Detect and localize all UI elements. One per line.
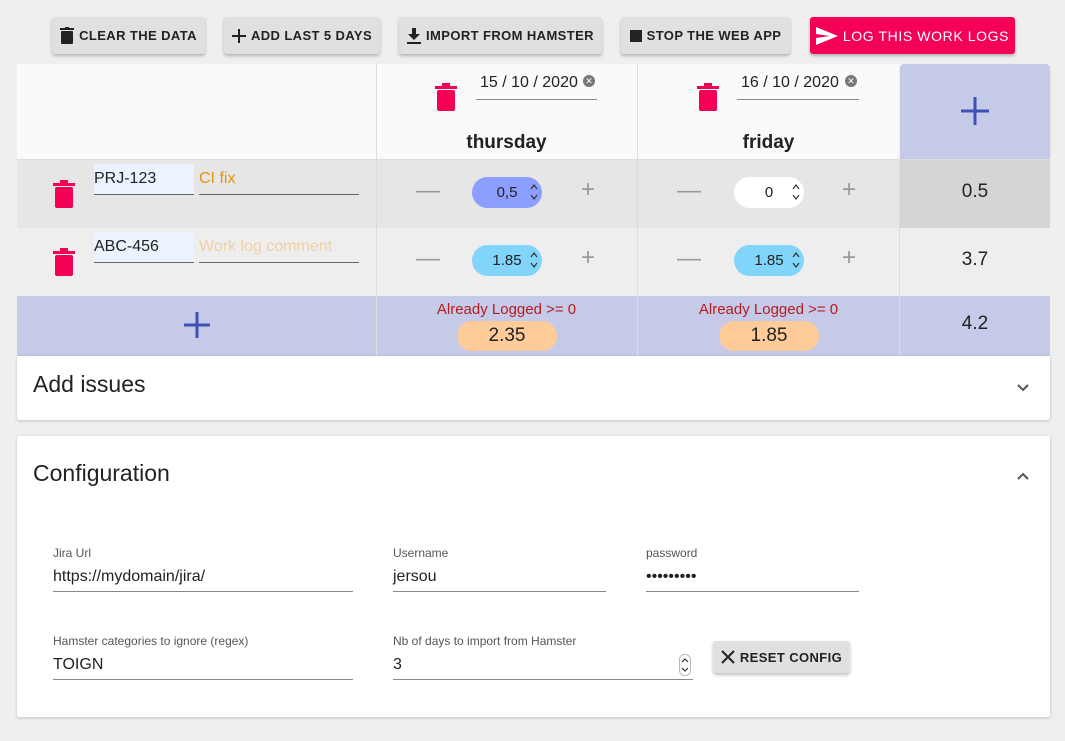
day-total: 1.85 bbox=[719, 321, 819, 351]
hours-value: 0,5 bbox=[496, 184, 518, 201]
spinner-icon[interactable] bbox=[679, 654, 691, 676]
increment-button[interactable]: + bbox=[581, 176, 596, 203]
grid-header-row bbox=[17, 64, 1050, 160]
hamster-ignore-input[interactable]: TOIGN bbox=[53, 652, 353, 680]
configuration-title: Configuration bbox=[33, 460, 170, 486]
import-hamster-button[interactable]: IMPORT FROM HAMSTER bbox=[399, 17, 602, 54]
close-icon bbox=[721, 650, 735, 664]
log-work-logs-button[interactable]: LOG THIS WORK LOGS bbox=[810, 17, 1015, 54]
day-date-value: 16 / 10 / 2020 bbox=[741, 74, 839, 91]
add-day-cell[interactable] bbox=[900, 64, 1050, 159]
day-total: 2.35 bbox=[457, 321, 557, 351]
day-name: friday bbox=[742, 132, 795, 153]
delete-day-trash-icon[interactable] bbox=[435, 83, 457, 111]
day-name: thursday bbox=[466, 132, 547, 153]
jira-url-input[interactable]: https://mydomain/jira/ bbox=[53, 564, 353, 592]
plus-icon bbox=[231, 28, 246, 43]
hamster-ignore-label: Hamster categories to ignore (regex) bbox=[53, 634, 249, 648]
worklog-grid: 15 / 10 / 2020 ✕ thursday 16 / 10 / 2020… bbox=[17, 64, 1050, 356]
increment-button[interactable]: + bbox=[581, 244, 596, 271]
toolbar: CLEAR THE DATA ADD LAST 5 DAYS IMPORT FR… bbox=[0, 17, 1065, 54]
stop-web-app-label: STOP THE WEB APP bbox=[646, 28, 782, 43]
issue-comment-input[interactable]: CI fix bbox=[199, 164, 359, 195]
spinner-icon[interactable] bbox=[530, 183, 538, 201]
username-label: Username bbox=[393, 546, 449, 560]
add-last-5-days-label: ADD LAST 5 DAYS bbox=[250, 28, 373, 43]
day-date-value: 15 / 10 / 2020 bbox=[480, 74, 578, 91]
password-input[interactable]: ••••••••• bbox=[646, 564, 859, 592]
issue-row-total-cell bbox=[900, 160, 1050, 228]
hours-input[interactable]: 1.85 bbox=[734, 245, 804, 276]
nb-days-value: 3 bbox=[393, 656, 402, 673]
already-logged-label: Already Logged >= 0 bbox=[698, 301, 839, 318]
jira-url-label: Jira Url bbox=[53, 546, 91, 560]
reset-config-button[interactable]: RESET CONFIG bbox=[713, 641, 850, 673]
column-divider bbox=[899, 160, 900, 356]
add-issues-title: Add issues bbox=[33, 371, 146, 397]
nb-days-input[interactable]: 3 bbox=[393, 652, 693, 680]
chevron-down-icon[interactable] bbox=[1016, 381, 1030, 395]
send-icon bbox=[815, 26, 838, 45]
trash-icon bbox=[60, 27, 75, 44]
hours-input[interactable]: 1.85 bbox=[472, 245, 542, 276]
hours-input[interactable]: 0 bbox=[734, 177, 804, 208]
password-label: password bbox=[646, 546, 698, 560]
add-issue-plus-icon[interactable] bbox=[184, 312, 210, 338]
chevron-up-icon[interactable] bbox=[1016, 469, 1030, 483]
spinner-icon[interactable] bbox=[792, 251, 800, 269]
hours-input[interactable]: 0,5 bbox=[472, 177, 542, 208]
issue-total: 3.7 bbox=[961, 249, 989, 270]
clear-date-icon[interactable]: ✕ bbox=[845, 75, 857, 87]
stop-web-app-button[interactable]: STOP THE WEB APP bbox=[621, 17, 790, 54]
clear-data-label: CLEAR THE DATA bbox=[79, 28, 197, 43]
column-divider bbox=[637, 64, 638, 356]
grand-total: 4.2 bbox=[961, 313, 989, 334]
clear-date-icon[interactable]: ✕ bbox=[583, 75, 595, 87]
stop-icon bbox=[629, 29, 642, 42]
decrement-button[interactable]: — bbox=[416, 245, 440, 272]
configuration-panel: Configuration Jira Url https://mydomain/… bbox=[17, 436, 1050, 717]
reset-config-label: RESET CONFIG bbox=[739, 649, 843, 665]
add-day-plus-icon bbox=[961, 97, 989, 125]
delete-issue-trash-icon[interactable] bbox=[53, 180, 75, 208]
decrement-button[interactable]: — bbox=[677, 245, 701, 272]
download-icon bbox=[407, 27, 422, 44]
row-divider bbox=[17, 159, 1050, 160]
decrement-button[interactable]: — bbox=[677, 177, 701, 204]
delete-issue-trash-icon[interactable] bbox=[53, 248, 75, 276]
spinner-icon[interactable] bbox=[792, 183, 800, 201]
increment-button[interactable]: + bbox=[842, 244, 857, 271]
username-input[interactable]: jersou bbox=[393, 564, 606, 592]
issue-comment-input[interactable]: Work log comment bbox=[199, 232, 359, 263]
hours-value: 1.85 bbox=[754, 252, 784, 269]
spinner-icon[interactable] bbox=[530, 251, 538, 269]
issue-total: 0.5 bbox=[961, 181, 989, 202]
column-divider bbox=[376, 64, 377, 356]
issue-key-input[interactable]: PRJ-123 bbox=[94, 164, 194, 195]
clear-data-button[interactable]: CLEAR THE DATA bbox=[52, 17, 205, 54]
issue-key-input[interactable]: ABC-456 bbox=[94, 232, 194, 263]
day-date-field[interactable]: 16 / 10 / 2020 ✕ bbox=[737, 64, 859, 100]
add-issues-panel[interactable]: Add issues bbox=[17, 356, 1050, 420]
nb-days-label: Nb of days to import from Hamster bbox=[393, 634, 577, 648]
import-hamster-label: IMPORT FROM HAMSTER bbox=[426, 28, 594, 43]
add-last-5-days-button[interactable]: ADD LAST 5 DAYS bbox=[224, 17, 380, 54]
day-date-field[interactable]: 15 / 10 / 2020 ✕ bbox=[476, 64, 597, 100]
increment-button[interactable]: + bbox=[842, 176, 857, 203]
already-logged-label: Already Logged >= 0 bbox=[436, 301, 577, 318]
hours-value: 1.85 bbox=[492, 252, 522, 269]
decrement-button[interactable]: — bbox=[416, 177, 440, 204]
delete-day-trash-icon[interactable] bbox=[697, 83, 719, 111]
log-work-logs-label: LOG THIS WORK LOGS bbox=[842, 27, 1010, 44]
hours-value: 0 bbox=[764, 184, 774, 201]
